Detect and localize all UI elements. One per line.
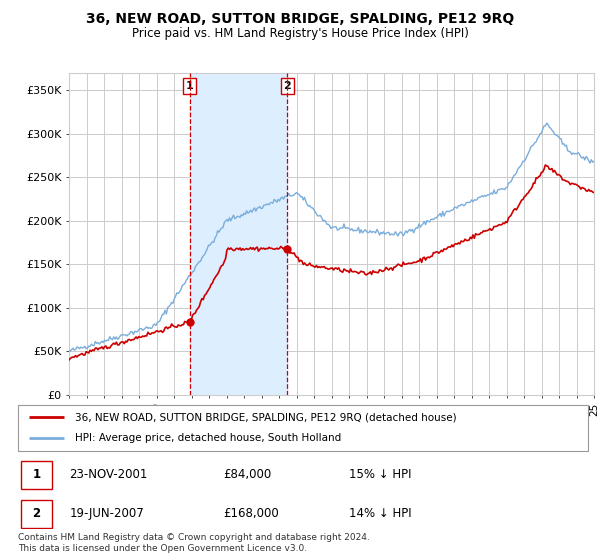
Text: 36, NEW ROAD, SUTTON BRIDGE, SPALDING, PE12 9RQ (detached house): 36, NEW ROAD, SUTTON BRIDGE, SPALDING, P…: [75, 412, 457, 422]
Text: Price paid vs. HM Land Registry's House Price Index (HPI): Price paid vs. HM Land Registry's House …: [131, 27, 469, 40]
Text: £168,000: £168,000: [223, 507, 279, 520]
Text: 1: 1: [32, 468, 41, 481]
Bar: [190, 73, 287, 395]
FancyBboxPatch shape: [21, 460, 52, 488]
Text: HPI: Average price, detached house, South Holland: HPI: Average price, detached house, Sout…: [75, 433, 341, 444]
Text: 36, NEW ROAD, SUTTON BRIDGE, SPALDING, PE12 9RQ: 36, NEW ROAD, SUTTON BRIDGE, SPALDING, P…: [86, 12, 514, 26]
Text: Contains HM Land Registry data © Crown copyright and database right 2024.
This d: Contains HM Land Registry data © Crown c…: [18, 533, 370, 553]
Text: 15% ↓ HPI: 15% ↓ HPI: [349, 468, 411, 481]
Text: 23-NOV-2001: 23-NOV-2001: [70, 468, 148, 481]
Text: 2: 2: [32, 507, 41, 520]
FancyBboxPatch shape: [18, 405, 588, 451]
Text: 2: 2: [283, 81, 291, 91]
Text: 19-JUN-2007: 19-JUN-2007: [70, 507, 144, 520]
Text: £84,000: £84,000: [223, 468, 271, 481]
FancyBboxPatch shape: [21, 500, 52, 528]
Text: 14% ↓ HPI: 14% ↓ HPI: [349, 507, 411, 520]
Text: 1: 1: [186, 81, 194, 91]
